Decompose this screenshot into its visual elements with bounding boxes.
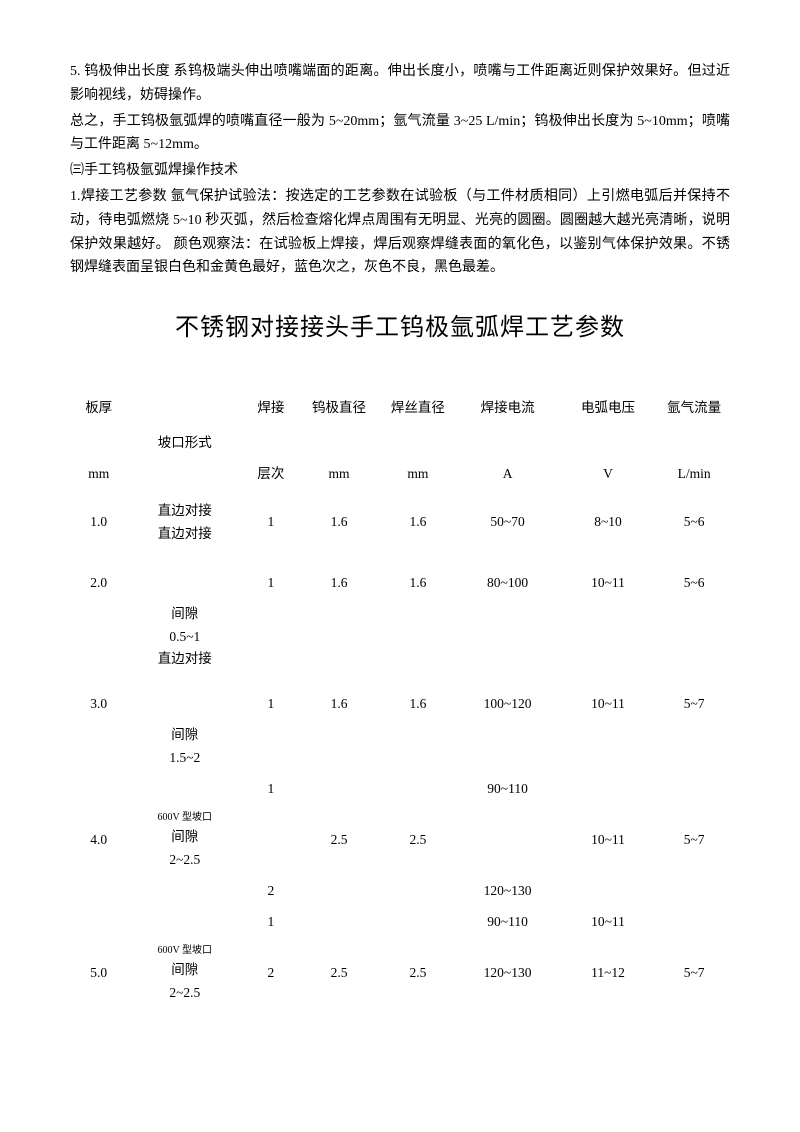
unit-wudiam: mm bbox=[300, 459, 379, 496]
cell-groove: 间隙 1.5~2 bbox=[127, 720, 242, 774]
cell-gas: 5~7 bbox=[658, 689, 730, 720]
cell-gas: 5~7 bbox=[658, 938, 730, 1009]
cell-wudiam: 1.6 bbox=[300, 496, 379, 550]
cell-text: 2~2.5 bbox=[129, 849, 240, 872]
cell-groove: 直边对接 直边对接 bbox=[127, 496, 242, 550]
cell-layer: 1 bbox=[242, 568, 299, 599]
unit-wire: mm bbox=[378, 459, 457, 496]
cell-current: 120~130 bbox=[457, 938, 557, 1009]
cell-current: 50~70 bbox=[457, 496, 557, 550]
cell-wire: 1.6 bbox=[378, 689, 457, 720]
cell-layer: 1 bbox=[242, 907, 299, 938]
cell-current: 100~120 bbox=[457, 689, 557, 720]
cell-current: 90~110 bbox=[457, 774, 557, 805]
hdr-groove: 坡口形式 bbox=[127, 428, 242, 459]
cell-voltage: 10~11 bbox=[558, 907, 658, 938]
cell-wire: 2.5 bbox=[378, 805, 457, 876]
table-row: 3.0 1 1.6 1.6 100~120 10~11 5~7 bbox=[70, 689, 730, 720]
hdr-gas: 氩气流量 bbox=[658, 389, 730, 428]
units-row: mm 层次 mm mm A V L/min bbox=[70, 459, 730, 496]
cell-thick: 2.0 bbox=[70, 568, 127, 599]
cell-layer: 2 bbox=[242, 938, 299, 1009]
cell-layer: 1 bbox=[242, 496, 299, 550]
cell-text: 直边对接 bbox=[129, 648, 240, 671]
cell-thick: 5.0 bbox=[70, 938, 127, 1009]
unit-gas: L/min bbox=[658, 459, 730, 496]
para-4: 1.焊接工艺参数 氩气保护试验法：按选定的工艺参数在试验板（与工件材质相同）上引… bbox=[70, 185, 730, 280]
cell-text: 间隙 bbox=[129, 603, 240, 626]
cell-wire: 2.5 bbox=[378, 938, 457, 1009]
cell-gas: 5~6 bbox=[658, 496, 730, 550]
unit-voltage: V bbox=[558, 459, 658, 496]
cell-voltage: 11~12 bbox=[558, 938, 658, 1009]
para-3: ㈢手工钨极氩弧焊操作技术 bbox=[70, 159, 730, 183]
cell-thick: 3.0 bbox=[70, 689, 127, 720]
cell-text: 0.5~1 bbox=[129, 626, 240, 649]
cell-layer: 2 bbox=[242, 876, 299, 907]
cell-current: 120~130 bbox=[457, 876, 557, 907]
para-2: 总之，手工钨极氩弧焊的喷嘴直径一般为 5~20mm；氩气流量 3~25 L/mi… bbox=[70, 110, 730, 158]
table-row: 1.0 直边对接 直边对接 1 1.6 1.6 50~70 8~10 5~6 bbox=[70, 496, 730, 550]
hdr-voltage: 电弧电压 bbox=[558, 389, 658, 428]
header-row-groove: 坡口形式 bbox=[70, 428, 730, 459]
unit-current: A bbox=[457, 459, 557, 496]
cell-thick: 4.0 bbox=[70, 805, 127, 876]
hdr-thickness: 板厚 bbox=[70, 389, 127, 428]
hdr-current: 焊接电流 bbox=[457, 389, 557, 428]
cell-text: 间隙 bbox=[129, 959, 240, 982]
hdr-layer-b: 层次 bbox=[242, 459, 299, 496]
cell-current: 90~110 bbox=[457, 907, 557, 938]
table-row: 1 90~110 bbox=[70, 774, 730, 805]
cell-groove: 600V 型坡口 间隙 2~2.5 bbox=[127, 805, 242, 876]
cell-text: 600V 型坡口 bbox=[129, 942, 240, 959]
cell-voltage: 10~11 bbox=[558, 805, 658, 876]
cell-text: 2~2.5 bbox=[129, 982, 240, 1005]
cell-voltage: 10~11 bbox=[558, 568, 658, 599]
cell-thick: 1.0 bbox=[70, 496, 127, 550]
cell-voltage: 8~10 bbox=[558, 496, 658, 550]
cell-groove: 间隙 0.5~1 直边对接 bbox=[127, 599, 242, 676]
cell-text: 1.5~2 bbox=[129, 747, 240, 770]
cell-wudiam: 1.6 bbox=[300, 568, 379, 599]
cell-gas: 5~7 bbox=[658, 805, 730, 876]
table-row: 1 90~110 10~11 bbox=[70, 907, 730, 938]
hdr-wire: 焊丝直径 bbox=[378, 389, 457, 428]
cell-wire: 1.6 bbox=[378, 568, 457, 599]
table-row: 间隙 1.5~2 bbox=[70, 720, 730, 774]
cell-text: 间隙 bbox=[129, 826, 240, 849]
table-row: 间隙 0.5~1 直边对接 bbox=[70, 599, 730, 676]
cell-text: 600V 型坡口 bbox=[129, 809, 240, 826]
cell-voltage: 10~11 bbox=[558, 689, 658, 720]
cell-current: 80~100 bbox=[457, 568, 557, 599]
cell-groove: 600V 型坡口 间隙 2~2.5 bbox=[127, 938, 242, 1009]
parameters-table: 板厚 焊接 钨极直径 焊丝直径 焊接电流 电弧电压 氩气流量 坡口形式 mm 层… bbox=[70, 389, 730, 1009]
header-row-1: 板厚 焊接 钨极直径 焊丝直径 焊接电流 电弧电压 氩气流量 bbox=[70, 389, 730, 428]
cell-text: 间隙 bbox=[129, 724, 240, 747]
cell-gas: 5~6 bbox=[658, 568, 730, 599]
table-row: 5.0 600V 型坡口 间隙 2~2.5 2 2.5 2.5 120~130 … bbox=[70, 938, 730, 1009]
table-row: 2 120~130 bbox=[70, 876, 730, 907]
cell-text: 直边对接 bbox=[129, 523, 240, 546]
cell-text: 直边对接 bbox=[129, 500, 240, 523]
unit-thickness: mm bbox=[70, 459, 127, 496]
cell-layer: 1 bbox=[242, 689, 299, 720]
cell-wudiam: 2.5 bbox=[300, 938, 379, 1009]
paragraph-block: 5. 钨极伸出长度 系钨极端头伸出喷嘴端面的距离。伸出长度小，喷嘴与工件距离近则… bbox=[70, 60, 730, 280]
cell-wudiam: 2.5 bbox=[300, 805, 379, 876]
cell-wudiam: 1.6 bbox=[300, 689, 379, 720]
para-1: 5. 钨极伸出长度 系钨极端头伸出喷嘴端面的距离。伸出长度小，喷嘴与工件距离近则… bbox=[70, 60, 730, 108]
hdr-layer-a: 焊接 bbox=[242, 389, 299, 428]
table-row: 4.0 600V 型坡口 间隙 2~2.5 2.5 2.5 10~11 5~7 bbox=[70, 805, 730, 876]
cell-layer: 1 bbox=[242, 774, 299, 805]
hdr-wudiam: 钨极直径 bbox=[300, 389, 379, 428]
table-row: 2.0 1 1.6 1.6 80~100 10~11 5~6 bbox=[70, 568, 730, 599]
cell-wire: 1.6 bbox=[378, 496, 457, 550]
table-title: 不锈钢对接接头手工钨极氩弧焊工艺参数 bbox=[70, 308, 730, 349]
